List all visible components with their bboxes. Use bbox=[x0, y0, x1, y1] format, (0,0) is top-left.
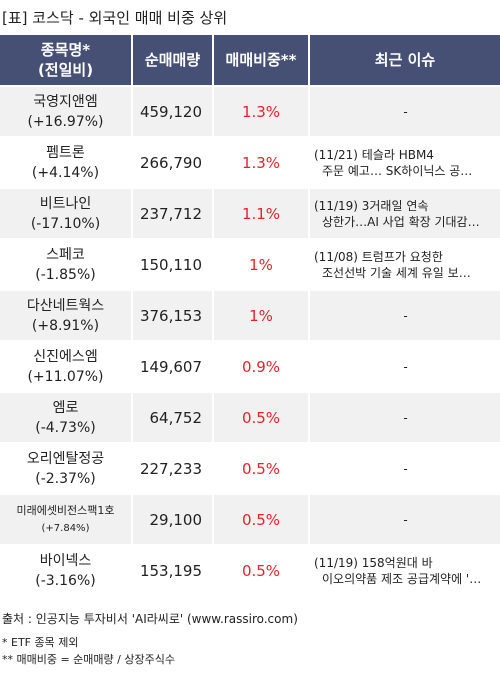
stock-name: 바이넥스 bbox=[39, 552, 92, 569]
issue-empty: - bbox=[403, 104, 408, 119]
header-ratio: 매매비중** bbox=[214, 35, 310, 85]
recent-issue: (11/19) 3거래일 연속 상한가…AI 사업 확장 기대감… bbox=[310, 187, 500, 238]
table-row: 엠로 (-4.73%) 64,752 0.5% - bbox=[0, 391, 500, 442]
trade-ratio: 0.5% bbox=[214, 493, 310, 544]
header-change-label: (전일비) bbox=[37, 61, 94, 79]
trade-ratio: 1% bbox=[214, 238, 310, 289]
net-volume: 29,100 bbox=[133, 493, 214, 544]
stock-change: (+11.07%) bbox=[27, 368, 104, 385]
stock-change: (+7.84%) bbox=[41, 523, 90, 534]
stock-name-cell: 다산네트웍스 (+8.91%) bbox=[0, 289, 133, 340]
stock-name-cell: 오리엔탈정공 (-2.37%) bbox=[0, 442, 133, 493]
issue-empty: - bbox=[403, 410, 408, 425]
stock-change: (+16.97%) bbox=[27, 113, 104, 130]
net-volume: 266,790 bbox=[133, 136, 214, 187]
stock-name: 다산네트웍스 bbox=[26, 297, 105, 314]
recent-issue: - bbox=[310, 289, 500, 340]
stock-name-cell: 신진에스엠 (+11.07%) bbox=[0, 340, 133, 391]
recent-issue: - bbox=[310, 493, 500, 544]
net-volume: 64,752 bbox=[133, 391, 214, 442]
trade-ratio: 0.5% bbox=[214, 442, 310, 493]
stock-change: (-4.73%) bbox=[35, 419, 96, 436]
footnote-ratio: ** 매매비중 = 순매매량 / 상장주식수 bbox=[2, 653, 175, 666]
issue-line-1: (11/19) 3거래일 연속 bbox=[314, 198, 429, 213]
header-issue: 최근 이슈 bbox=[310, 35, 500, 85]
issue-line-1: (11/19) 158억원대 바 bbox=[314, 555, 433, 570]
issue-empty: - bbox=[403, 308, 408, 323]
recent-issue: (11/19) 158억원대 바 이오의약품 제조 공급계약에 '… bbox=[310, 544, 500, 595]
stock-name-cell: 미래에셋비전스팩1호 (+7.84%) bbox=[0, 493, 133, 544]
net-volume: 153,195 bbox=[133, 544, 214, 595]
stock-change: (-3.16%) bbox=[35, 572, 96, 589]
stock-change: (-1.85%) bbox=[35, 266, 96, 283]
table-title: [표] 코스닥 - 외국인 매매 비중 상위 bbox=[2, 9, 228, 27]
stock-change: (-2.37%) bbox=[35, 470, 96, 487]
table-row: 오리엔탈정공 (-2.37%) 227,233 0.5% - bbox=[0, 442, 500, 493]
table-row: 국영지앤엠 (+16.97%) 459,120 1.3% - bbox=[0, 85, 500, 136]
trade-ratio: 0.5% bbox=[214, 391, 310, 442]
stock-name-cell: 엠로 (-4.73%) bbox=[0, 391, 133, 442]
recent-issue: (11/08) 트럼프가 요청한 조선선박 기술 세계 유일 보… bbox=[310, 238, 500, 289]
net-volume: 376,153 bbox=[133, 289, 214, 340]
issue-line-1: (11/08) 트럼프가 요청한 bbox=[314, 249, 443, 264]
header-volume: 순매매량 bbox=[133, 35, 214, 85]
table-row: 스페코 (-1.85%) 150,110 1% (11/08) 트럼프가 요청한 조선선박… bbox=[0, 238, 500, 289]
issue-line-2: 이오의약품 제조 공급계약에 '… bbox=[322, 571, 482, 586]
header-row: 종목명* (전일비) 순매매량 매매비중** 최근 이슈 bbox=[0, 35, 500, 85]
stock-name-cell: 바이넥스 (-3.16%) bbox=[0, 544, 133, 595]
stock-change: (+8.91%) bbox=[31, 317, 100, 334]
issue-empty: - bbox=[403, 461, 408, 476]
net-volume: 459,120 bbox=[133, 85, 214, 136]
recent-issue: - bbox=[310, 340, 500, 391]
stock-name-cell: 스페코 (-1.85%) bbox=[0, 238, 133, 289]
trade-ratio: 1% bbox=[214, 289, 310, 340]
trade-ratio: 1.1% bbox=[214, 187, 310, 238]
stock-name: 국영지앤엠 bbox=[33, 93, 98, 110]
trade-ratio: 1.3% bbox=[214, 136, 310, 187]
stock-name: 신진에스엠 bbox=[33, 348, 98, 365]
table-row: 펨트론 (+4.14%) 266,790 1.3% (11/21) 테슬라 HBM4 주문… bbox=[0, 136, 500, 187]
issue-line-2: 주문 예고… SK하이닉스 공… bbox=[322, 163, 473, 178]
stock-change: (-17.10%) bbox=[30, 215, 101, 232]
trade-ratio: 0.5% bbox=[214, 544, 310, 595]
stock-name: 비트나인 bbox=[39, 195, 92, 212]
header-name: 종목명* (전일비) bbox=[0, 35, 133, 85]
stock-name: 엠로 bbox=[52, 399, 79, 416]
recent-issue: (11/21) 테슬라 HBM4 주문 예고… SK하이닉스 공… bbox=[310, 136, 500, 187]
source-note: 출처 : 인공지능 투자비서 'AI라씨로' (www.rassiro.com) bbox=[2, 612, 298, 626]
stock-name: 미래에셋비전스팩1호 bbox=[16, 504, 115, 517]
recent-issue: - bbox=[310, 85, 500, 136]
trade-ratio: 1.3% bbox=[214, 85, 310, 136]
issue-empty: - bbox=[403, 512, 408, 527]
net-volume: 227,233 bbox=[133, 442, 214, 493]
stock-name: 펨트론 bbox=[46, 144, 85, 161]
net-volume: 150,110 bbox=[133, 238, 214, 289]
stock-change: (+4.14%) bbox=[31, 164, 100, 181]
stock-name-cell: 펨트론 (+4.14%) bbox=[0, 136, 133, 187]
recent-issue: - bbox=[310, 391, 500, 442]
net-volume: 149,607 bbox=[133, 340, 214, 391]
stock-name: 스페코 bbox=[46, 246, 85, 263]
foreign-trade-table: 종목명* (전일비) 순매매량 매매비중** 최근 이슈 국영지앤엠 (+16.97… bbox=[0, 35, 500, 595]
table-row: 다산네트웍스 (+8.91%) 376,153 1% - bbox=[0, 289, 500, 340]
issue-line-2: 조선선박 기술 세계 유일 보… bbox=[322, 265, 471, 280]
stock-name: 오리엔탈정공 bbox=[26, 450, 105, 467]
stock-name-cell: 국영지앤엠 (+16.97%) bbox=[0, 85, 133, 136]
header-name-label: 종목명* bbox=[40, 41, 91, 59]
issue-line-2: 상한가…AI 사업 확장 기대감… bbox=[322, 214, 480, 229]
footnote-etf: * ETF 종목 제외 bbox=[2, 636, 79, 649]
recent-issue: - bbox=[310, 442, 500, 493]
stock-name-cell: 비트나인 (-17.10%) bbox=[0, 187, 133, 238]
table-row: 비트나인 (-17.10%) 237,712 1.1% (11/19) 3거래일 연속 상… bbox=[0, 187, 500, 238]
issue-line-1: (11/21) 테슬라 HBM4 bbox=[314, 147, 434, 162]
table-row: 미래에셋비전스팩1호 (+7.84%) 29,100 0.5% - bbox=[0, 493, 500, 544]
trade-ratio: 0.9% bbox=[214, 340, 310, 391]
table-row: 신진에스엠 (+11.07%) 149,607 0.9% - bbox=[0, 340, 500, 391]
net-volume: 237,712 bbox=[133, 187, 214, 238]
issue-empty: - bbox=[403, 359, 408, 374]
